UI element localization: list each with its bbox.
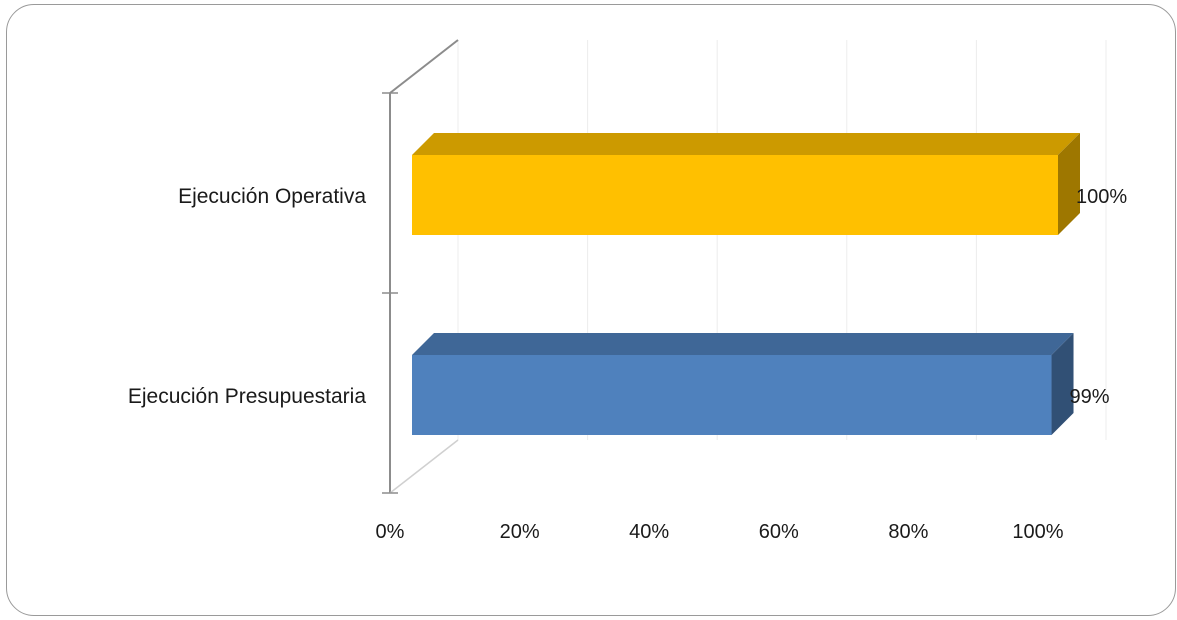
category-label: Ejecución Operativa bbox=[178, 185, 366, 208]
bar-front bbox=[412, 355, 1052, 435]
bar-top bbox=[412, 333, 1074, 355]
chart-frame bbox=[6, 4, 1176, 616]
bar-top bbox=[412, 133, 1080, 155]
axis-depth-bottom bbox=[389, 439, 459, 494]
data-label: 99% bbox=[1070, 386, 1110, 408]
x-tick-label: 0% bbox=[376, 521, 405, 543]
data-label: 100% bbox=[1076, 186, 1127, 208]
bar-side bbox=[1051, 333, 1074, 435]
x-tick-label: 80% bbox=[888, 521, 928, 543]
bar bbox=[412, 133, 1080, 235]
x-tick-label: 40% bbox=[629, 521, 669, 543]
bar-side bbox=[1058, 133, 1080, 235]
bars bbox=[412, 133, 1080, 435]
x-tick-label: 20% bbox=[500, 521, 540, 543]
axis-depth-top bbox=[389, 39, 459, 94]
category-axis bbox=[382, 39, 459, 494]
category-label: Ejecución Presupuestaria bbox=[128, 385, 366, 408]
x-tick-label: 100% bbox=[1012, 521, 1063, 543]
labels: 100% Ejecución Operativa 99% Ejecución Pres… bbox=[128, 185, 1128, 543]
bar-front bbox=[412, 155, 1058, 235]
x-tick-label: 60% bbox=[759, 521, 799, 543]
bar bbox=[412, 333, 1074, 435]
